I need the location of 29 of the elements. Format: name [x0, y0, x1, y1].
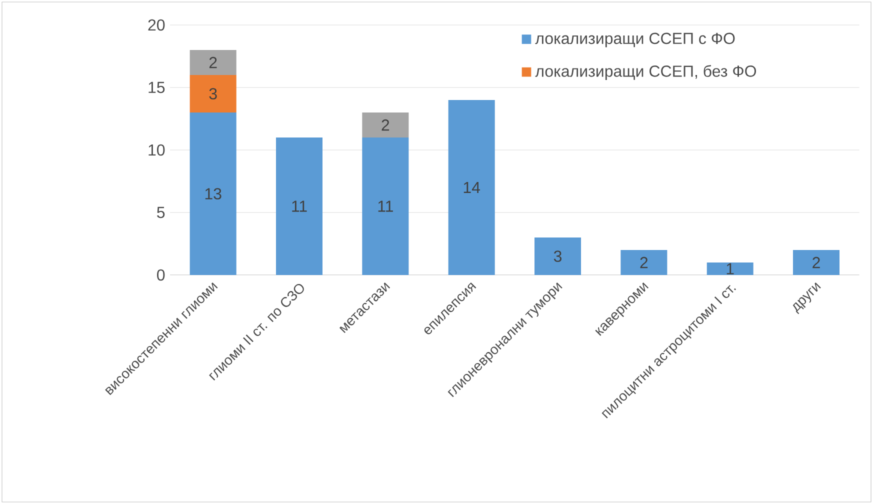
bar [620, 250, 668, 275]
data-label: 2 [209, 56, 217, 68]
y-tick-label: 20 [148, 19, 165, 31]
data-label: 2 [382, 119, 390, 131]
legend-label: локализиращи ССЕП с ФО [535, 32, 735, 48]
bar [276, 137, 323, 275]
data-label: 2 [640, 256, 648, 268]
data-label: 3 [209, 88, 217, 100]
bar [362, 137, 409, 275]
bar [190, 112, 236, 275]
y-tick-label: 10 [148, 144, 165, 156]
data-label: 1 [726, 263, 734, 274]
bar [448, 100, 495, 275]
data-label: 11 [378, 200, 393, 212]
data-label: 13 [205, 188, 222, 200]
bar [190, 75, 236, 112]
y-tick-label: 0 [157, 269, 165, 281]
bar [362, 112, 409, 138]
y-tick-label: 5 [157, 206, 165, 218]
legend-label: локализиращи ССЕП, без ФО [535, 64, 756, 80]
bar [706, 262, 754, 275]
bar [534, 238, 582, 275]
data-label: 3 [554, 250, 562, 262]
bar [190, 50, 236, 75]
y-tick-label: 15 [148, 82, 165, 94]
bar [792, 250, 840, 275]
data-label: 11 [292, 200, 307, 212]
data-label: 2 [812, 256, 820, 268]
data-label: 14 [464, 182, 480, 194]
